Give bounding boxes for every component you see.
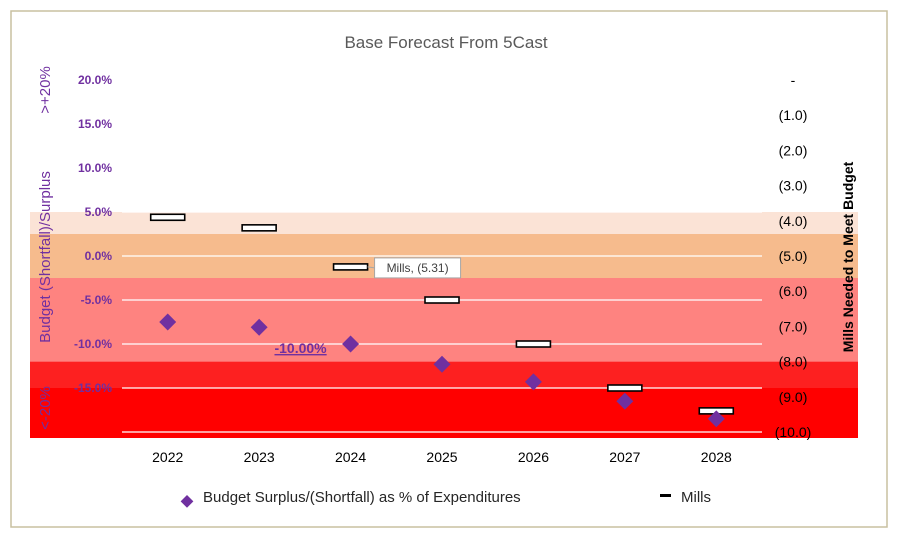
band-2 (30, 278, 858, 362)
right-tick-label: (10.0) (775, 424, 812, 440)
legend-dash-marker (660, 494, 671, 497)
left-tick-label: 5.0% (85, 205, 113, 219)
mills-mark (149, 213, 186, 222)
left-tick-label: -5.0% (81, 293, 113, 307)
bands-layer (30, 212, 858, 438)
right-tick-label: (8.0) (779, 354, 808, 370)
legend-label-surplus: Budget Surplus/(Shortfall) as % of Expen… (203, 489, 521, 506)
left-axis-label: Budget (Shortfall)/Surplus (37, 171, 54, 343)
left-tick-label: 10.0% (78, 161, 112, 175)
right-axis-ticks: - (1.0) (2.0) (3.0) (4.0) (5.0) (6.0) (7.0) (8.0… (775, 72, 812, 440)
band-label-bottom: <-20% (37, 386, 54, 430)
band-label-top: >+20% (37, 66, 54, 114)
callout-leader (367, 266, 375, 269)
right-tick-label: - (791, 72, 796, 88)
mills-mark (241, 224, 277, 232)
mills-mark (607, 384, 643, 392)
x-tick-label: 2025 (426, 449, 457, 465)
band-0 (30, 212, 858, 234)
legend-label-mills: Mills (681, 489, 711, 506)
mills-mark (424, 296, 460, 304)
right-tick-label: (5.0) (779, 248, 808, 264)
right-tick-label: (2.0) (779, 142, 808, 158)
chart-title: Base Forecast From 5Cast (344, 33, 547, 52)
x-tick-label: 2027 (609, 449, 640, 465)
left-tick-label: 0.0% (85, 249, 113, 263)
annotations-layer: -10.00% Mills, (5.31) (274, 257, 462, 356)
grid-layer (122, 79, 762, 433)
left-tick-label: -15.0% (74, 381, 112, 395)
annotation-surplus-2024: -10.00% (274, 340, 327, 356)
legend-diamond-marker (180, 495, 194, 508)
right-tick-label: (7.0) (779, 318, 808, 334)
left-axis-ticks: 20.0% 15.0% 10.0% 5.0% 0.0% -5.0% -10.0% -15.0% (74, 73, 112, 395)
left-tick-label: 15.0% (78, 117, 112, 131)
mills-mark (515, 340, 552, 348)
surplus-point (707, 410, 725, 428)
right-tick-label: (1.0) (779, 107, 808, 123)
surplus-point (524, 373, 542, 391)
right-axis-label: Mills Needed to Meet Budget (840, 161, 856, 352)
x-tick-label: 2028 (701, 449, 732, 465)
right-tick-label: (3.0) (779, 178, 808, 194)
annotation-mills-2024: Mills, (5.31) (387, 261, 449, 275)
x-tick-label: 2023 (244, 449, 275, 465)
right-tick-label: (6.0) (779, 283, 808, 299)
legend: Budget Surplus/(Shortfall) as % of Expen… (180, 489, 711, 508)
left-tick-label: -10.0% (74, 337, 112, 351)
left-tick-label: 20.0% (78, 73, 112, 87)
mills-mark (332, 263, 369, 271)
x-tick-label: 2022 (152, 449, 183, 465)
x-axis-ticks: 2022 2023 2024 2025 2026 2027 2028 (152, 449, 732, 465)
surplus-point (616, 392, 634, 410)
right-tick-label: (4.0) (779, 213, 808, 229)
x-tick-label: 2026 (518, 449, 549, 465)
right-tick-label: (9.0) (779, 389, 808, 405)
x-tick-label: 2024 (335, 449, 366, 465)
